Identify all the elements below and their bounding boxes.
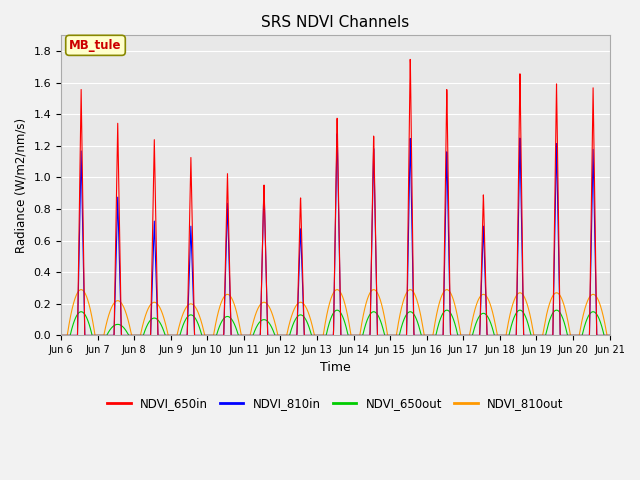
Text: MB_tule: MB_tule: [69, 39, 122, 52]
NDVI_810out: [595, 299, 603, 304]
NDVI_810out: [152, 300, 160, 306]
NDVI_810in: [595, 333, 603, 338]
NDVI_650out: [268, 324, 275, 330]
NDVI_650in: [268, 333, 275, 338]
NDVI_810out: [536, 333, 544, 338]
NDVI_650in: [291, 333, 299, 338]
NDVI_810out: [57, 333, 65, 338]
NDVI_810out: [291, 304, 299, 310]
NDVI_650out: [120, 324, 127, 330]
NDVI_810in: [120, 333, 127, 338]
NDVI_650out: [291, 317, 299, 323]
Line: NDVI_810in: NDVI_810in: [61, 133, 609, 336]
NDVI_650in: [605, 333, 613, 338]
Title: SRS NDVI Channels: SRS NDVI Channels: [261, 15, 410, 30]
NDVI_810in: [152, 276, 160, 282]
NDVI_650in: [120, 333, 127, 338]
NDVI_650out: [57, 333, 65, 338]
X-axis label: Time: Time: [320, 360, 351, 374]
NDVI_650out: [553, 307, 561, 313]
NDVI_810out: [77, 287, 85, 292]
NDVI_650out: [605, 333, 613, 338]
NDVI_650in: [595, 333, 603, 338]
NDVI_650in: [536, 333, 544, 338]
NDVI_810in: [291, 333, 299, 338]
Line: NDVI_650in: NDVI_650in: [61, 60, 609, 336]
Y-axis label: Radiance (W/m2/nm/s): Radiance (W/m2/nm/s): [15, 118, 28, 253]
NDVI_810in: [268, 333, 275, 338]
NDVI_650out: [595, 315, 603, 321]
NDVI_810out: [268, 309, 275, 315]
NDVI_650in: [152, 236, 160, 241]
NDVI_810in: [536, 333, 544, 338]
NDVI_650in: [57, 333, 65, 338]
NDVI_810out: [605, 333, 613, 338]
Line: NDVI_810out: NDVI_810out: [61, 289, 609, 336]
NDVI_810in: [333, 131, 341, 136]
Line: NDVI_650out: NDVI_650out: [61, 310, 609, 336]
NDVI_810in: [57, 333, 65, 338]
NDVI_650in: [406, 57, 414, 62]
NDVI_810out: [120, 304, 127, 310]
NDVI_810in: [605, 333, 613, 338]
NDVI_650out: [536, 333, 543, 338]
Legend: NDVI_650in, NDVI_810in, NDVI_650out, NDVI_810out: NDVI_650in, NDVI_810in, NDVI_650out, NDV…: [102, 392, 568, 415]
NDVI_650out: [152, 316, 160, 322]
